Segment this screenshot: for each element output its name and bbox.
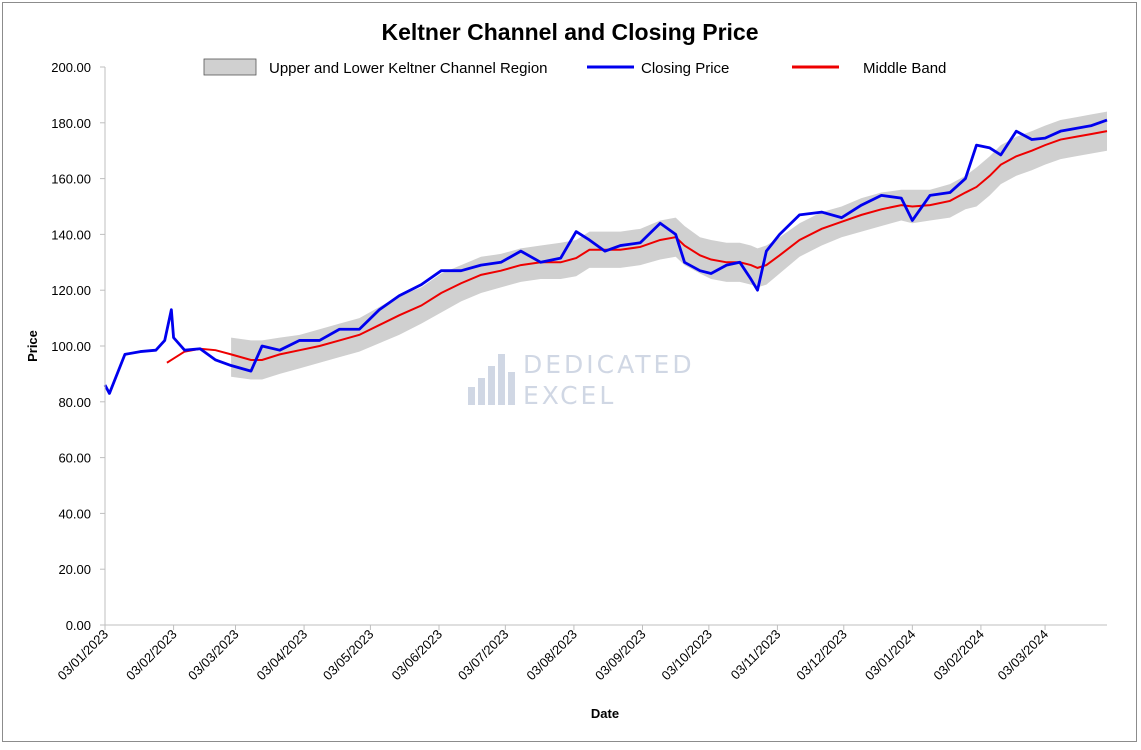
y-tick-label: 160.00	[51, 172, 91, 187]
x-tick-label: 03/01/2024	[862, 627, 919, 684]
watermark-text: DEDICATED	[523, 350, 695, 379]
y-axis-label: Price	[25, 330, 40, 362]
closing-price-line	[103, 118, 1108, 395]
x-tick-label: 03/08/2023	[523, 627, 580, 684]
watermark-bar	[468, 387, 475, 405]
y-tick-label: 20.00	[58, 562, 91, 577]
y-tick-label: 100.00	[51, 339, 91, 354]
x-tick-label: 03/11/2023	[728, 627, 784, 683]
y-tick-label: 40.00	[58, 506, 91, 521]
x-tick-label: 03/05/2023	[320, 627, 377, 684]
legend: Upper and Lower Keltner Channel Region C…	[203, 58, 946, 77]
y-tick-label: 120.00	[51, 283, 91, 298]
y-tick-label: 80.00	[58, 395, 91, 410]
x-axis-label: Date	[591, 706, 619, 721]
legend-label-middle: Middle Band	[863, 60, 946, 77]
x-tick-label: 03/02/2023	[123, 627, 180, 684]
middle-band-line	[166, 130, 1108, 364]
x-tick-label: 03/12/2023	[793, 627, 850, 684]
y-tick-label: 200.00	[51, 60, 91, 75]
legend-label-band: Upper and Lower Keltner Channel Region	[269, 60, 548, 77]
legend-swatch-band	[203, 58, 257, 76]
x-tick-label: 03/10/2023	[658, 627, 715, 684]
watermark-bar	[488, 366, 495, 405]
watermark-bar	[498, 354, 505, 405]
watermark-bar	[478, 378, 485, 405]
y-tick-label: 140.00	[51, 227, 91, 242]
x-tick-label: 03/06/2023	[388, 627, 445, 684]
y-tick-label: 60.00	[58, 451, 91, 466]
watermark-text: EXCEL	[523, 381, 616, 410]
chart-title: Keltner Channel and Closing Price	[381, 19, 758, 45]
x-tick-label: 03/09/2023	[592, 627, 649, 684]
x-tick-label: 03/03/2024	[995, 627, 1052, 684]
x-tick-label: 03/01/2023	[54, 627, 111, 684]
y-tick-label: 0.00	[66, 618, 91, 633]
keltner-channel-band	[231, 111, 1107, 380]
x-tick-label: 03/04/2023	[254, 627, 311, 684]
x-tick-label: 03/03/2023	[185, 627, 242, 684]
y-tick-label: 180.00	[51, 116, 91, 131]
watermark-bar	[508, 372, 515, 405]
x-tick-label: 03/07/2023	[455, 627, 512, 684]
x-tick-label: 03/02/2024	[930, 627, 987, 684]
legend-label-close: Closing Price	[641, 60, 729, 77]
